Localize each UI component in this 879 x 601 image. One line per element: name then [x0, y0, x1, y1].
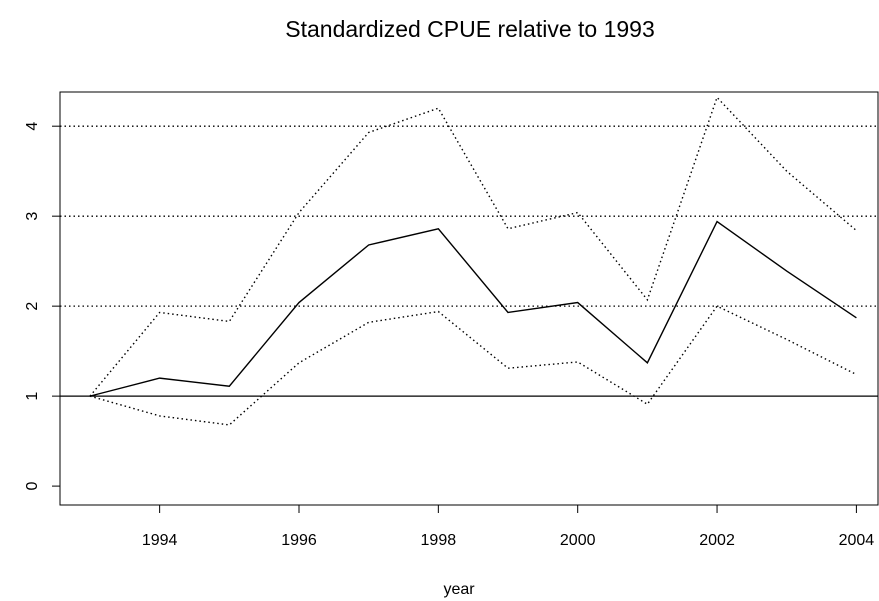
x-axis-label: year: [443, 581, 475, 598]
y-tick-label: 4: [24, 122, 41, 131]
x-tick-label: 1994: [142, 532, 178, 549]
series-line: [89, 305, 857, 426]
plot-frame: [59, 91, 879, 506]
y-tick-label: 0: [24, 482, 41, 491]
series-line: [89, 220, 857, 397]
series-line: [89, 96, 857, 397]
chart-title: Standardized CPUE relative to 1993: [285, 16, 655, 42]
y-tick-label: 2: [24, 302, 41, 311]
y-tick-label: 3: [24, 212, 41, 221]
x-tick-label: 1998: [421, 532, 457, 549]
x-tick-label: 2002: [699, 532, 735, 549]
x-tick-label: 2004: [839, 532, 875, 549]
x-tick-label: 2000: [560, 532, 596, 549]
y-tick-label: 1: [24, 392, 41, 401]
x-tick-label: 1996: [281, 532, 317, 549]
